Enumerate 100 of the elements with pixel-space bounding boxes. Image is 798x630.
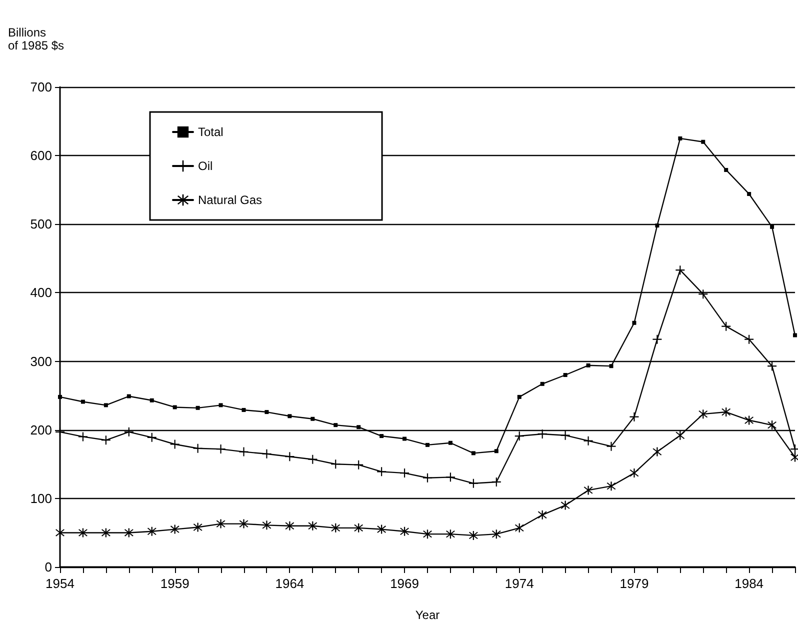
point [124,528,134,538]
point [722,322,731,331]
point [147,526,156,536]
point [196,406,200,410]
point [262,449,272,458]
point [492,477,501,486]
point [262,520,272,530]
legend-label: Total [198,125,224,139]
point [770,224,774,229]
legend-label: Oil [198,159,213,173]
y-tick-label: 600 [30,148,52,164]
point [540,382,544,386]
point [446,472,455,482]
point [170,524,180,534]
point [170,440,180,449]
point [334,423,338,428]
point [80,400,85,404]
point [216,519,226,528]
point [606,442,616,451]
point [768,362,777,371]
point [514,432,524,441]
point [426,442,430,447]
x-axis-title: Year [415,608,440,622]
point [678,136,682,140]
point [471,451,476,456]
point [655,224,660,228]
point [676,266,685,275]
point [172,405,177,410]
point [560,500,570,510]
point [285,521,294,530]
point [308,454,318,464]
x-tick-label: 1954 [46,576,74,591]
point [563,373,568,377]
point [584,436,593,446]
x-tick-label: 1959 [160,576,190,591]
point [104,403,108,408]
x-tick-label: 1969 [390,576,419,591]
point [101,436,110,445]
y-tick-label: 700 [30,80,52,94]
x-tick-label: 1974 [504,576,534,591]
point [448,440,452,445]
point [517,394,522,399]
point [101,528,110,538]
point [586,363,590,368]
y-tick-label: 400 [30,285,52,300]
x-tick-label: 1984 [734,576,764,591]
point [701,140,706,144]
point [423,530,432,539]
point [630,412,639,422]
point [56,528,64,538]
y-tick-label: 200 [30,422,52,438]
point [652,447,662,456]
point [78,528,88,538]
point [216,444,226,454]
point [744,334,754,344]
point [310,416,315,421]
point [331,460,340,469]
x-tick-label: 1979 [620,576,649,591]
y-tick-label: 100 [30,490,52,506]
point [584,486,593,495]
point [58,394,62,399]
point [308,521,318,530]
point [380,434,384,438]
point [288,414,292,418]
point [242,408,246,412]
point [147,432,156,442]
point [239,447,248,456]
point [560,430,570,440]
point [722,408,731,417]
point [400,468,410,478]
point [652,334,662,344]
point [354,460,364,470]
point [124,427,134,436]
point [632,320,636,325]
point [239,519,248,528]
point [698,290,708,299]
point [377,524,386,534]
point [724,168,728,172]
point [494,449,498,454]
point [606,482,616,491]
point [793,333,797,338]
y-tick-label: 300 [30,354,52,369]
point [423,473,432,482]
point [768,420,777,430]
point [193,444,202,453]
point [285,452,294,462]
point [538,429,547,438]
point [446,530,455,539]
point [78,432,88,442]
point [150,398,154,402]
point [676,430,685,440]
point [468,478,478,488]
y-tick-label: 0 [44,560,52,574]
point [630,468,639,478]
point [400,526,410,536]
y-axis-title: Billions of 1985 $s [8,26,64,52]
point [747,192,752,196]
point [609,364,614,368]
x-tick-label: 1964 [275,576,304,591]
point [218,403,223,408]
